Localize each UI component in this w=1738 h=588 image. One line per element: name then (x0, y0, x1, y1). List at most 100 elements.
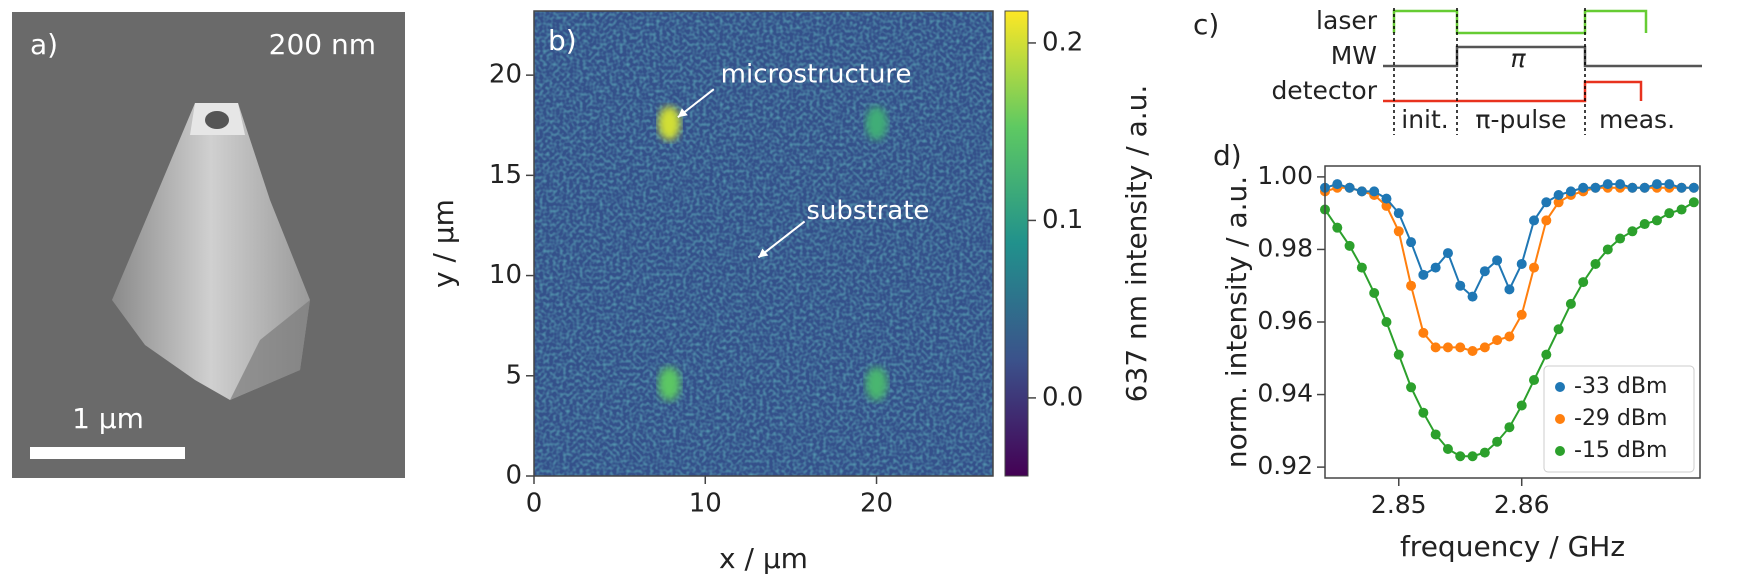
data-point (1369, 186, 1380, 197)
axes-frame (533, 10, 994, 477)
data-point (1627, 226, 1638, 237)
arrow-head (677, 108, 688, 118)
data-point (1381, 317, 1392, 327)
x-tick-label: 2.85 (1371, 490, 1427, 519)
phase-label: π-pulse (1475, 105, 1566, 134)
legend-marker (1555, 382, 1565, 392)
data-point (1529, 375, 1540, 386)
x-axis-label: x / µm (719, 542, 808, 575)
scale-bar (30, 447, 185, 459)
arrow-head (758, 248, 769, 258)
x-tick-label: 0 (526, 489, 543, 519)
heatmap-noise (534, 11, 993, 476)
y-tick-label: 1.00 (1257, 161, 1313, 190)
y-tick-label: 10 (489, 260, 522, 290)
data-point (1344, 240, 1355, 251)
pyramid-side (230, 300, 310, 400)
legend-label: -15 dBm (1574, 438, 1667, 463)
x-axis-label: frequency / GHz (1400, 530, 1625, 563)
spot (865, 366, 888, 401)
legend-box (1543, 365, 1695, 473)
colorbar-tick-label: 0.1 (1042, 205, 1083, 235)
scale-bar-label: 1 µm (72, 402, 144, 435)
data-point (1455, 280, 1466, 291)
y-axis-label: norm. intensity / a.u. (1220, 176, 1253, 468)
phase-label: init. (1401, 105, 1449, 134)
x-tick-label: 10 (689, 489, 722, 519)
data-point (1565, 298, 1576, 309)
annotation-arrow (757, 220, 806, 259)
data-point (1529, 262, 1540, 273)
spot (658, 366, 681, 401)
data-point (1627, 182, 1638, 193)
data-point (1393, 349, 1404, 360)
data-point (1492, 436, 1503, 447)
data-point (1455, 342, 1466, 353)
y-tick-label: 0.96 (1257, 306, 1313, 335)
data-point (1578, 182, 1589, 193)
data-point (1615, 179, 1626, 190)
row-label: laser (1316, 6, 1378, 35)
data-point (1479, 342, 1490, 353)
data-point (1467, 346, 1478, 357)
row-label: MW (1331, 41, 1377, 70)
data-point (1664, 208, 1675, 219)
sem-panel: a) 200 nm 1 µm (12, 12, 405, 478)
data-point (1492, 255, 1503, 266)
data-point (1541, 197, 1552, 208)
data-point (1529, 215, 1540, 226)
laser-trace (1392, 9, 1648, 35)
scale-text: 200 nm (269, 28, 376, 61)
data-point (1455, 451, 1466, 462)
y-tick-label: 15 (489, 160, 522, 190)
y-tick-label: 5 (505, 360, 522, 390)
data-point (1504, 422, 1515, 433)
x-tick-label: 20 (860, 489, 893, 519)
data-point (1442, 342, 1453, 353)
annotation: microstructure (721, 60, 912, 90)
data-point (1479, 447, 1490, 458)
data-point (1651, 215, 1662, 226)
y-tick-label: 0 (505, 461, 522, 491)
data-point (1688, 182, 1699, 193)
data-point (1516, 258, 1527, 269)
panel-label: b) (548, 24, 577, 57)
data-point (1541, 349, 1552, 360)
row-label: detector (1271, 76, 1377, 105)
pulse-label: π (1510, 44, 1526, 73)
colorbar-tick-label: 0.0 (1042, 382, 1083, 412)
colorbar-tick-label: 0.2 (1042, 27, 1083, 57)
data-point (1578, 277, 1589, 288)
data-point (1406, 237, 1417, 248)
pyramid-hole (205, 111, 229, 129)
legend-marker (1555, 446, 1565, 456)
data-point (1639, 219, 1650, 230)
data-point (1418, 327, 1429, 338)
panel-label: a) (30, 28, 58, 61)
data-point (1639, 182, 1650, 193)
data-point (1381, 193, 1392, 204)
data-point (1467, 451, 1478, 462)
pyramid (112, 103, 310, 400)
data-point (1406, 280, 1417, 291)
data-point (1516, 400, 1527, 411)
y-tick-label: 0.94 (1257, 379, 1313, 408)
legend-marker (1555, 414, 1565, 424)
detector-trace (1383, 80, 1643, 103)
panel-label: c) (1193, 8, 1219, 41)
timing-diagram (1383, 8, 1702, 135)
data-point (1590, 258, 1601, 269)
data-point (1418, 269, 1429, 280)
data-point (1688, 197, 1699, 208)
data-point (1442, 248, 1453, 259)
series-line (1324, 186, 1694, 353)
data-point (1430, 342, 1441, 353)
colorbar (1004, 10, 1029, 477)
data-point (1504, 284, 1515, 295)
data-point (1553, 324, 1564, 335)
data-point (1516, 309, 1527, 320)
data-point (1676, 182, 1687, 193)
data-point (1381, 200, 1392, 211)
legend-label: -29 dBm (1574, 406, 1667, 431)
